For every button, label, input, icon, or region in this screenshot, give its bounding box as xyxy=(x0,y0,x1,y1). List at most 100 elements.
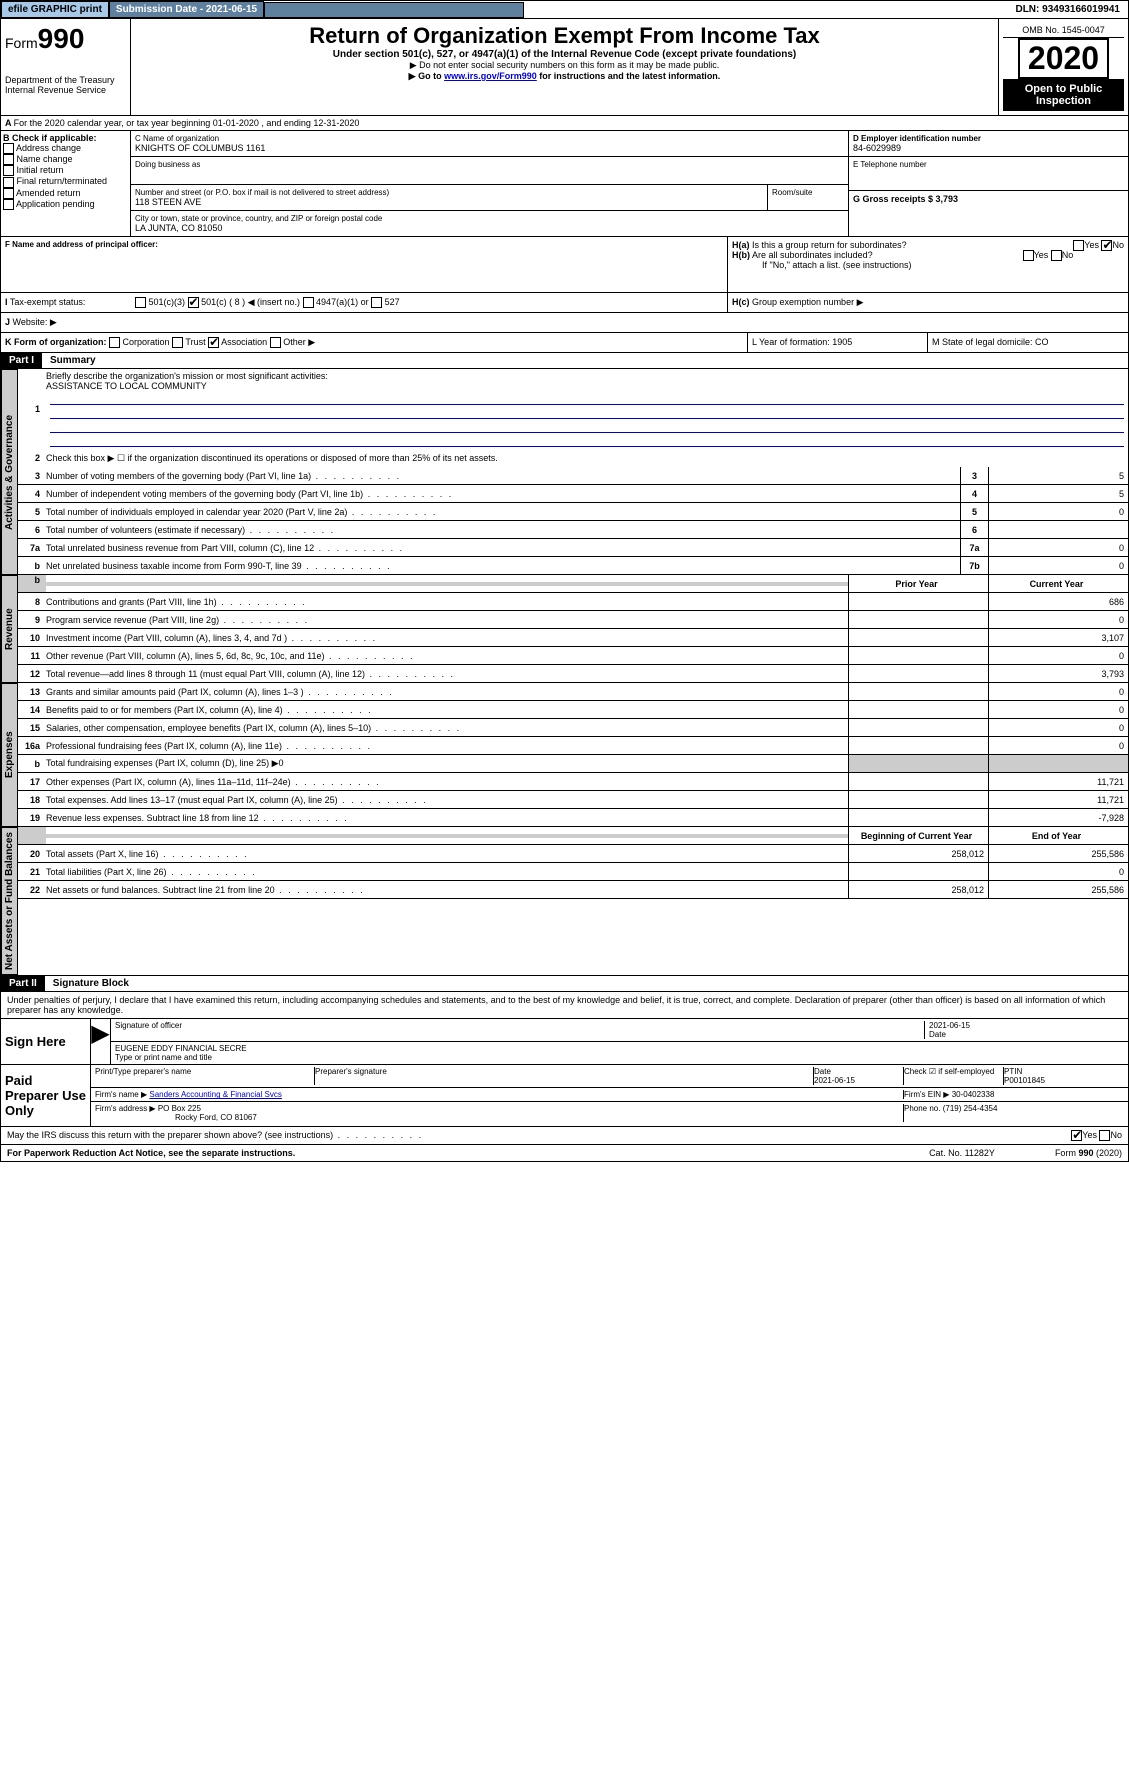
mission-text: ASSISTANCE TO LOCAL COMMUNITY xyxy=(46,381,207,391)
section-a: B Check if applicable: Address change Na… xyxy=(0,131,1129,237)
expenses-section: Expenses 13Grants and similar amounts pa… xyxy=(0,683,1129,827)
c-label: C Name of organization xyxy=(135,134,844,143)
declaration-text: Under penalties of perjury, I declare th… xyxy=(1,992,1128,1019)
open-inspection: Open to Public Inspection xyxy=(1003,79,1124,111)
current-year-hdr: Current Year xyxy=(988,575,1128,592)
d-label: D Employer identification number xyxy=(853,134,1124,143)
blank-button[interactable] xyxy=(264,2,524,18)
line-10: 10Investment income (Part VIII, column (… xyxy=(18,629,1128,647)
tax-status-opts: 501(c)(3) 501(c) ( 8 ) ◀ (insert no.) 49… xyxy=(131,293,728,312)
tab-netassets: Net Assets or Fund Balances xyxy=(1,827,18,975)
tab-governance: Activities & Governance xyxy=(1,369,18,575)
line-5: 5 Total number of individuals employed i… xyxy=(18,503,1128,521)
h-b: H(b) Are all subordinates included? Yes … xyxy=(732,250,1124,260)
dept-treasury: Department of the Treasury xyxy=(5,75,126,85)
firm-phone: (719) 254-4354 xyxy=(943,1104,998,1113)
opt-final-return[interactable]: Final return/terminated xyxy=(3,176,128,187)
line-3: 3 Number of voting members of the govern… xyxy=(18,467,1128,485)
form-header: Form990 Department of the Treasury Inter… xyxy=(0,19,1129,116)
subtitle-3: ▶ Go to www.irs.gov/Form990 for instruct… xyxy=(135,71,994,82)
efile-button[interactable]: efile GRAPHIC print xyxy=(1,1,109,18)
pp-name-label: Print/Type preparer's name xyxy=(95,1067,315,1085)
sign-here-label: Sign Here xyxy=(1,1019,91,1064)
h-a: H(a) Is this a group return for subordin… xyxy=(732,240,1124,250)
line-16a: 16aProfessional fundraising fees (Part I… xyxy=(18,737,1128,755)
line-18: 18Total expenses. Add lines 13–17 (must … xyxy=(18,791,1128,809)
revenue-section: Revenue b Prior Year Current Year 8Contr… xyxy=(0,575,1129,683)
sig-date: 2021-06-15 xyxy=(929,1021,1124,1030)
line-15: 15Salaries, other compensation, employee… xyxy=(18,719,1128,737)
i-label: I Tax-exempt status: xyxy=(1,293,131,312)
part1-header: Part I Summary xyxy=(0,353,1129,369)
top-bar: efile GRAPHIC print Submission Date - 20… xyxy=(0,0,1129,19)
dln-text: DLN: 93493166019941 xyxy=(1009,2,1128,17)
line1-label: Briefly describe the organization's miss… xyxy=(46,371,328,381)
netassets-section: Net Assets or Fund Balances Beginning of… xyxy=(0,827,1129,976)
period-line: A For the 2020 calendar year, or tax yea… xyxy=(0,116,1129,131)
line-11: 11Other revenue (Part VIII, column (A), … xyxy=(18,647,1128,665)
form-title: Return of Organization Exempt From Incom… xyxy=(135,23,994,49)
state-domicile: M State of legal domicile: CO xyxy=(928,333,1128,352)
footer: For Paperwork Reduction Act Notice, see … xyxy=(0,1145,1129,1162)
form-footer: Form 990 (2020) xyxy=(1055,1148,1122,1158)
firm-ein: 30-0402338 xyxy=(952,1090,995,1099)
firm-name-link[interactable]: Sanders Accounting & Financial Svcs xyxy=(149,1090,282,1099)
omb-number: OMB No. 1545-0047 xyxy=(1003,23,1124,38)
org-name: KNIGHTS OF COLUMBUS 1161 xyxy=(135,143,844,153)
subtitle-2: ▶ Do not enter social security numbers o… xyxy=(135,60,994,71)
opt-initial-return[interactable]: Initial return xyxy=(3,165,128,176)
h-c: H(c) Group exemption number ▶ xyxy=(728,293,1128,312)
discuss-row: May the IRS discuss this return with the… xyxy=(1,1127,1128,1144)
pp-check: Check ☑ if self-employed xyxy=(904,1067,1004,1085)
pra-notice: For Paperwork Reduction Act Notice, see … xyxy=(7,1148,295,1158)
opt-pending[interactable]: Application pending xyxy=(3,199,128,210)
line-8: 8Contributions and grants (Part VIII, li… xyxy=(18,593,1128,611)
ein-value: 84-6029989 xyxy=(853,143,1124,153)
city-state-zip: LA JUNTA, CO 81050 xyxy=(135,223,844,233)
irs-label: Internal Revenue Service xyxy=(5,85,126,95)
line-6: 6 Total number of volunteers (estimate i… xyxy=(18,521,1128,539)
line2-text: Check this box ▶ ☐ if the organization d… xyxy=(46,451,1128,466)
irs-link[interactable]: www.irs.gov/Form990 xyxy=(444,71,537,81)
line-7a: 7a Total unrelated business revenue from… xyxy=(18,539,1128,557)
room-label: Room/suite xyxy=(768,185,848,210)
part2-header: Part II Signature Block xyxy=(0,976,1129,992)
end-year-hdr: End of Year xyxy=(988,827,1128,844)
section-fh: F Name and address of principal officer:… xyxy=(0,237,1129,293)
line-19: 19Revenue less expenses. Subtract line 1… xyxy=(18,809,1128,827)
submission-date-button[interactable]: Submission Date - 2021-06-15 xyxy=(109,1,264,18)
opt-address-change[interactable]: Address change xyxy=(3,143,128,154)
line-13: 13Grants and similar amounts paid (Part … xyxy=(18,683,1128,701)
tab-expenses: Expenses xyxy=(1,683,18,827)
year-formation: L Year of formation: 1905 xyxy=(748,333,928,352)
gross-receipts: G Gross receipts $ 3,793 xyxy=(849,191,1128,207)
line-14: 14Benefits paid to or for members (Part … xyxy=(18,701,1128,719)
line-17: 17Other expenses (Part IX, column (A), l… xyxy=(18,773,1128,791)
line-21: 21Total liabilities (Part X, line 26) 0 xyxy=(18,863,1128,881)
signature-block: Under penalties of perjury, I declare th… xyxy=(0,992,1129,1145)
arrow-icon: ▶ xyxy=(91,1019,111,1064)
tax-year: 2020 xyxy=(1018,38,1109,79)
form-number: Form990 xyxy=(5,23,126,55)
governance-section: Activities & Governance 1 Briefly descri… xyxy=(0,369,1129,575)
beginning-year-hdr: Beginning of Current Year xyxy=(848,827,988,844)
dba-label: Doing business as xyxy=(135,160,844,169)
line-b: bTotal fundraising expenses (Part IX, co… xyxy=(18,755,1128,773)
firm-addr1: PO Box 225 xyxy=(158,1104,201,1113)
prior-year-hdr: Prior Year xyxy=(848,575,988,592)
date-label: Date xyxy=(929,1030,1124,1039)
street-address: 118 STEEN AVE xyxy=(135,197,763,207)
opt-amended[interactable]: Amended return xyxy=(3,188,128,199)
line-b: b Net unrelated business taxable income … xyxy=(18,557,1128,575)
line-20: 20Total assets (Part X, line 16) 258,012… xyxy=(18,845,1128,863)
paid-preparer-label: Paid Preparer Use Only xyxy=(1,1065,91,1126)
type-name-label: Type or print name and title xyxy=(115,1053,1124,1062)
ptin-value: P00101845 xyxy=(1004,1076,1045,1085)
officer-name: EUGENE EDDY FINANCIAL SECRE xyxy=(115,1044,1124,1053)
k-row: K Form of organization: Corporation Trus… xyxy=(1,333,748,352)
h-b-note: If "No," attach a list. (see instruction… xyxy=(732,260,1124,270)
line-4: 4 Number of independent voting members o… xyxy=(18,485,1128,503)
b-label: B Check if applicable: xyxy=(3,133,128,143)
line-9: 9Program service revenue (Part VIII, lin… xyxy=(18,611,1128,629)
opt-name-change[interactable]: Name change xyxy=(3,154,128,165)
